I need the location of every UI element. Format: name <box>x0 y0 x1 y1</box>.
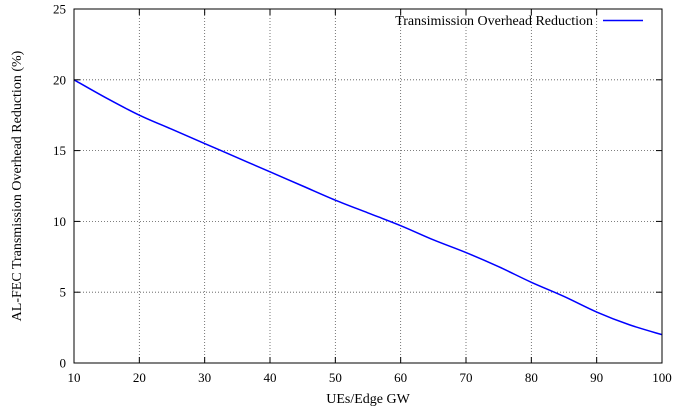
x-tick-label: 80 <box>525 370 538 385</box>
y-tick-label: 25 <box>53 2 66 17</box>
x-tick-label: 40 <box>264 370 277 385</box>
x-tick-label: 20 <box>133 370 146 385</box>
ticks: 10 20 30 40 50 60 70 80 90 100 0 5 10 15 20 25 <box>53 2 672 386</box>
y-axis-label: AL-FEC Transmission Overhead Reduction (… <box>10 50 25 321</box>
y-tick-label: 0 <box>60 356 67 371</box>
x-tick-label: 100 <box>652 370 672 385</box>
legend: Transimission Overhead Reduction <box>395 14 643 29</box>
x-tick-label: 60 <box>394 370 407 385</box>
x-axis-label: UEs/Edge GW <box>326 392 410 407</box>
legend-label: Transimission Overhead Reduction <box>395 14 593 29</box>
grid <box>74 9 662 363</box>
series-line <box>73 79 663 336</box>
series-layer <box>73 79 663 336</box>
x-tick-label: 10 <box>68 370 81 385</box>
y-tick-label: 10 <box>53 214 66 229</box>
x-tick-label: 30 <box>198 370 211 385</box>
x-tick-label: 50 <box>329 370 342 385</box>
y-tick-label: 20 <box>53 72 66 87</box>
plot-frame <box>73 8 663 364</box>
x-tick-label: 70 <box>460 370 473 385</box>
y-tick-label: 15 <box>53 143 66 158</box>
y-tick-label: 5 <box>60 285 67 300</box>
x-tick-label: 90 <box>590 370 603 385</box>
